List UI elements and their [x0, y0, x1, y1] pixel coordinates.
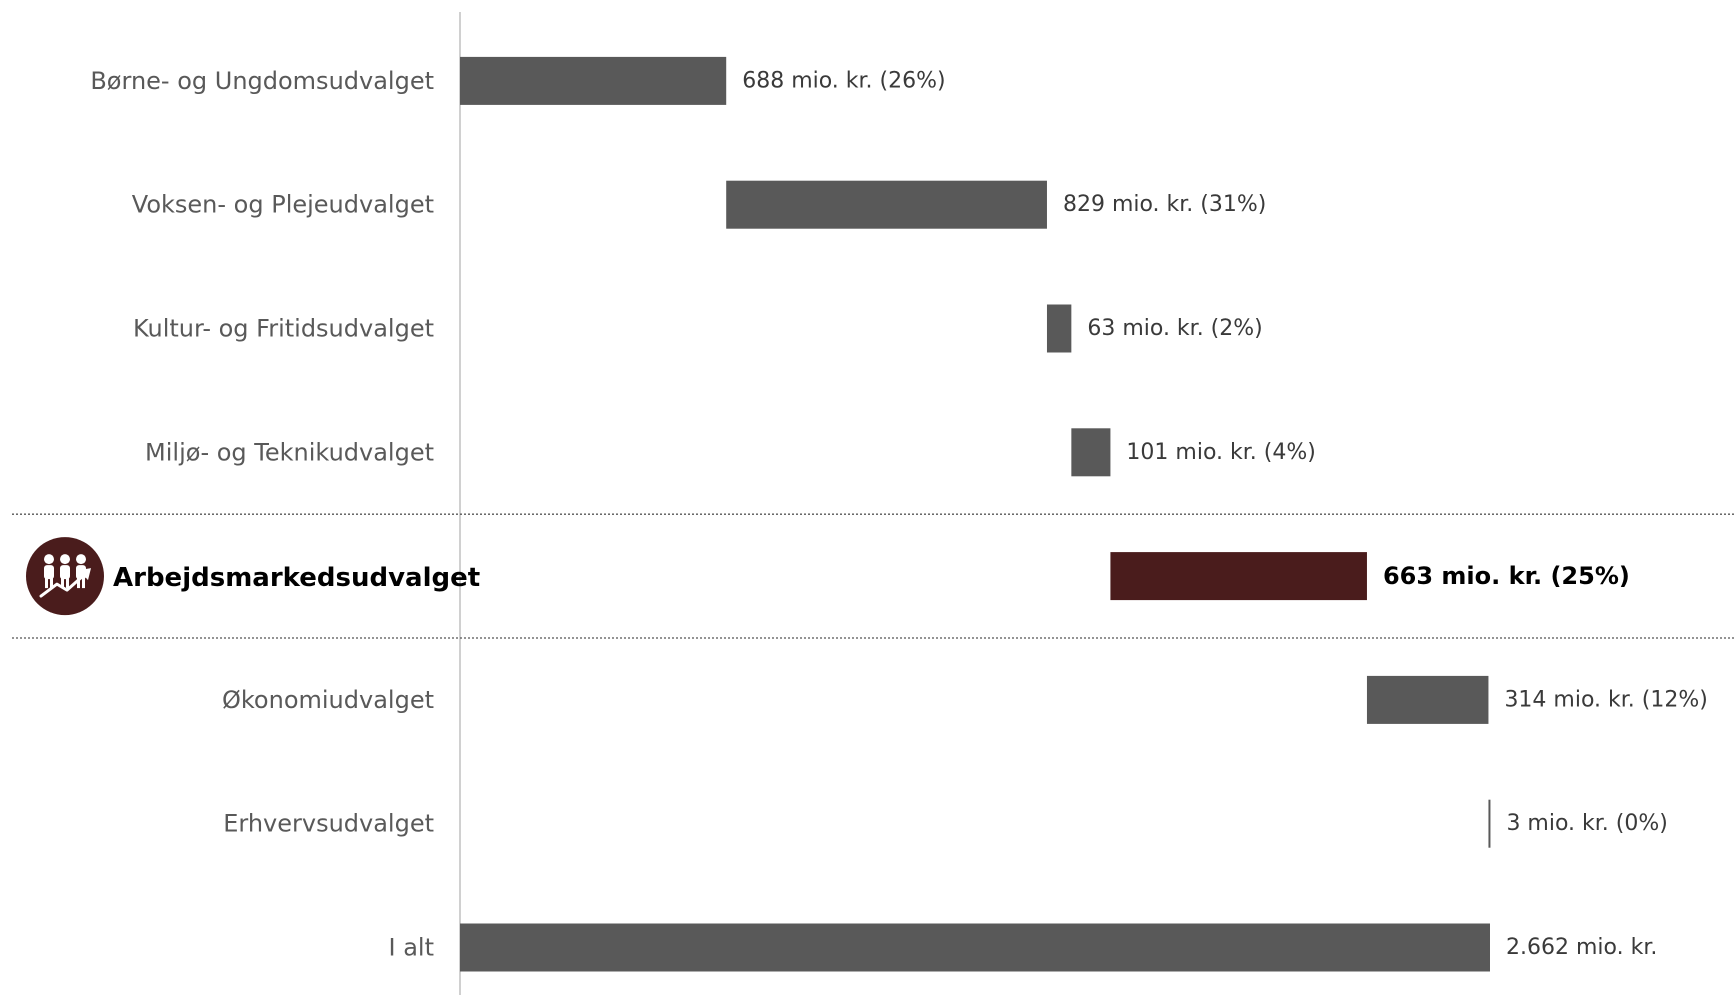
data-label: 663 mio. kr. (25%) — [1383, 562, 1630, 590]
total-bar — [460, 923, 1490, 972]
bar — [1071, 428, 1111, 477]
category-label: Børne- og Ungdomsudvalget — [90, 67, 434, 95]
bar — [1366, 675, 1489, 724]
data-label: 3 mio. kr. (0%) — [1506, 811, 1667, 836]
category-label: Økonomiudvalget — [222, 686, 434, 714]
bar — [1488, 799, 1491, 848]
bar — [1110, 552, 1367, 601]
bar — [1046, 304, 1072, 353]
data-label: 63 mio. kr. (2%) — [1087, 316, 1262, 341]
category-label: Miljø- og Teknikudvalget — [145, 438, 434, 466]
category-label: Erhvervsudvalget — [223, 810, 434, 838]
data-label: 314 mio. kr. (12%) — [1504, 687, 1707, 712]
bar — [460, 56, 727, 105]
category-label: Voksen- og Plejeudvalget — [132, 191, 434, 219]
category-label: Kultur- og Fritidsudvalget — [133, 315, 434, 343]
data-label: 2.662 mio. kr. — [1506, 935, 1657, 960]
data-label: 688 mio. kr. (26%) — [742, 68, 945, 93]
data-label: 829 mio. kr. (31%) — [1063, 192, 1266, 217]
data-label: 101 mio. kr. (4%) — [1126, 440, 1315, 465]
category-label: Arbejdsmarkedsudvalget — [113, 563, 480, 593]
bar — [726, 180, 1047, 229]
total-label: I alt — [389, 934, 435, 962]
people-growth-icon — [26, 537, 104, 616]
